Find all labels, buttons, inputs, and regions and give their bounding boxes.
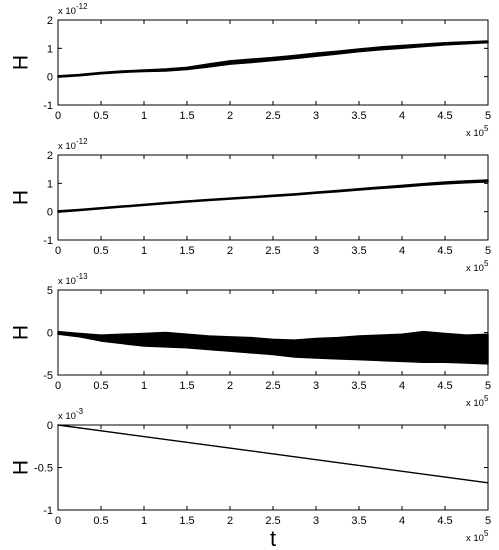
x-tick-label: 0.5 bbox=[93, 515, 108, 527]
x-tick-label: 5 bbox=[485, 515, 491, 527]
series-line-4-1 bbox=[57, 424, 489, 484]
x-tick-label: 4.5 bbox=[437, 515, 452, 527]
y-tick-label: -1 bbox=[43, 235, 53, 247]
x-tick-label: 2 bbox=[227, 515, 233, 527]
series-line-2-1 bbox=[57, 179, 489, 213]
x-tick-label: 4.5 bbox=[437, 380, 452, 392]
chart-panel-4: 0 0.5 1 1.5 2 2.5 3 3.5 4 4.5 5 -1 -0.5 0 x 10-3 x 105 H… bbox=[10, 407, 492, 550]
x-tick-label: 1 bbox=[141, 245, 147, 257]
x-tick-label: 3.5 bbox=[351, 110, 366, 122]
x-tick-label: 3.5 bbox=[351, 515, 366, 527]
series-line-3-1 bbox=[57, 330, 489, 365]
y-axis-label: H bbox=[10, 190, 33, 205]
x-tick-label: 3 bbox=[313, 245, 319, 257]
x-tick-label: 1.5 bbox=[179, 245, 194, 257]
x-tick-label: 3 bbox=[313, 110, 319, 122]
x-tick-label: 4 bbox=[399, 380, 405, 392]
y-axis-label: H bbox=[10, 460, 33, 475]
y-tick-label: 1 bbox=[47, 178, 53, 190]
x-tick-label: 5 bbox=[485, 380, 491, 392]
x-tick-label: 1.5 bbox=[179, 380, 194, 392]
x-tick-label: 1.5 bbox=[179, 110, 194, 122]
y-tick-label: 2 bbox=[47, 150, 53, 162]
y-tick-label: -5 bbox=[43, 370, 53, 382]
x-tick-label: 2.5 bbox=[265, 245, 280, 257]
x-tick-label: 3.5 bbox=[351, 245, 366, 257]
x-tick-label: 2 bbox=[227, 245, 233, 257]
y-tick-label: -0.5 bbox=[34, 463, 53, 475]
x-tick-label: 4.5 bbox=[437, 245, 452, 257]
x-tick-label: 1 bbox=[141, 380, 147, 392]
x-tick-label: 0.5 bbox=[93, 380, 108, 392]
y-tick-label: 1 bbox=[47, 43, 53, 55]
x-tick-label: 1 bbox=[141, 515, 147, 527]
y-multiplier: x 10-12 bbox=[58, 2, 88, 17]
y-multiplier: x 10-12 bbox=[58, 137, 88, 152]
x-tick-label: 2 bbox=[227, 110, 233, 122]
x-tick-label: 0.5 bbox=[93, 245, 108, 257]
x-multiplier: x 105 bbox=[466, 259, 489, 274]
x-multiplier: x 105 bbox=[466, 529, 489, 544]
x-tick-label: 4 bbox=[399, 515, 405, 527]
x-tick-label: 0 bbox=[55, 515, 61, 527]
x-tick-label: 1.5 bbox=[179, 515, 194, 527]
y-multiplier: x 10-3 bbox=[58, 407, 84, 422]
y-tick-label: 0 bbox=[47, 420, 53, 432]
y-tick-label: 0 bbox=[47, 207, 53, 219]
x-multiplier: x 105 bbox=[466, 394, 489, 409]
x-tick-label: 4.5 bbox=[437, 110, 452, 122]
y-tick-label: 2 bbox=[47, 15, 53, 27]
x-tick-label: 4 bbox=[399, 110, 405, 122]
y-tick-label: 0 bbox=[47, 328, 53, 340]
x-tick-label: 0 bbox=[55, 245, 61, 257]
x-tick-label: 3.5 bbox=[351, 380, 366, 392]
x-tick-label: 3 bbox=[313, 515, 319, 527]
y-tick-label: 0 bbox=[47, 72, 53, 84]
y-tick-label: 5 bbox=[47, 285, 53, 297]
x-axis-label: t bbox=[270, 526, 276, 550]
x-tick-label: 2.5 bbox=[265, 110, 280, 122]
y-tick-label: -1 bbox=[43, 505, 53, 517]
x-tick-label: 3 bbox=[313, 380, 319, 392]
x-tick-label: 0 bbox=[55, 110, 61, 122]
y-tick-label: -1 bbox=[43, 100, 53, 112]
x-tick-label: 2 bbox=[227, 380, 233, 392]
series-line-1-1 bbox=[57, 40, 489, 78]
y-axis-label: H bbox=[10, 325, 33, 340]
x-tick-label: 5 bbox=[485, 110, 491, 122]
x-tick-label: 2.5 bbox=[265, 515, 280, 527]
x-tick-label: 2.5 bbox=[265, 380, 280, 392]
y-multiplier: x 10-13 bbox=[58, 272, 88, 287]
x-tick-label: 0.5 bbox=[93, 110, 108, 122]
x-tick-label: 1 bbox=[141, 110, 147, 122]
x-tick-label: 5 bbox=[485, 245, 491, 257]
x-tick-label: 4 bbox=[399, 245, 405, 257]
plot-frame bbox=[57, 154, 489, 241]
plot-frame bbox=[57, 19, 489, 106]
plot-frame bbox=[57, 424, 489, 511]
x-tick-label: 0 bbox=[55, 380, 61, 392]
y-axis-label: H bbox=[10, 55, 33, 70]
x-multiplier: x 105 bbox=[466, 124, 489, 139]
